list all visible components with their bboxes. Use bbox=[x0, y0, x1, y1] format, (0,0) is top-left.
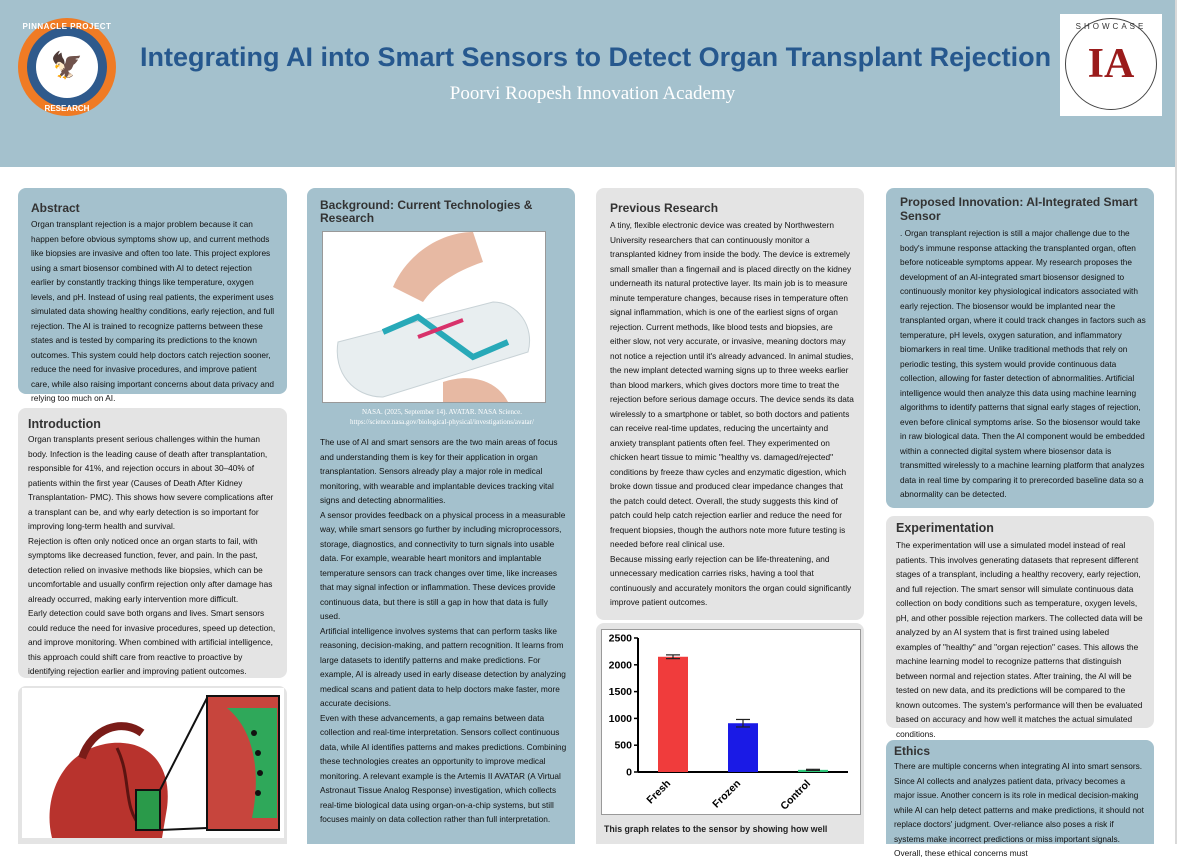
ethics-text: There are multiple concerns when integra… bbox=[894, 761, 1144, 858]
heart-sensor-illustration bbox=[22, 688, 284, 838]
organ-chip-image bbox=[322, 231, 546, 403]
y-tick-label: 1500 bbox=[609, 686, 633, 698]
poster-subtitle: Poorvi Roopesh Innovation Academy bbox=[449, 83, 736, 104]
x-tick-label: Control bbox=[778, 778, 813, 812]
chart-panel: 0 500 1000 1500 2000 2500 Fresh Frozen Control T… bbox=[596, 623, 864, 844]
ia-letters: IA bbox=[1087, 41, 1135, 87]
poster-header: PINNACLE PROJECT 🦅 RESEARCH Integrating … bbox=[0, 0, 1175, 167]
experimentation-title: Experimentation bbox=[896, 521, 994, 535]
y-tick-label: 1000 bbox=[609, 713, 633, 725]
proposed-text: . Organ transplant rejection is still a … bbox=[900, 228, 1146, 499]
previous-research-title: Previous Research bbox=[610, 201, 719, 215]
previous-paragraph: A tiny, flexible electronic device was c… bbox=[610, 220, 854, 549]
y-tick-label: 2000 bbox=[609, 659, 633, 671]
organ-on-chip-photo bbox=[323, 232, 545, 402]
introduction-panel: Introduction Organ transplants present s… bbox=[18, 408, 287, 678]
background-paragraph: A sensor provides feedback on a physical… bbox=[320, 509, 566, 622]
intro-paragraph: Organ transplants present serious challe… bbox=[28, 434, 274, 531]
bar bbox=[658, 656, 688, 772]
bar-chart: 0 500 1000 1500 2000 2500 Fresh Frozen Control bbox=[609, 633, 848, 813]
pinnacle-logo: PINNACLE PROJECT 🦅 RESEARCH bbox=[18, 18, 116, 116]
proposed-innovation-panel: Proposed Innovation: AI-Integrated Smart… bbox=[886, 188, 1154, 508]
background-paragraph: The use of AI and smart sensors are the … bbox=[320, 437, 558, 505]
y-tick-label: 2500 bbox=[609, 633, 633, 645]
y-tick-label: 500 bbox=[614, 740, 632, 752]
intro-paragraph: Early detection could save both organs a… bbox=[28, 608, 276, 676]
proposed-title: Proposed Innovation: AI-Integrated Smart… bbox=[900, 195, 1138, 223]
page-edge bbox=[1175, 0, 1177, 844]
graph-caption: This graph relates to the sensor by show… bbox=[604, 824, 828, 834]
image-citation-url: https://science.nasa.gov/biological-phys… bbox=[350, 418, 534, 426]
background-panel: Background: Current Technologies & Resea… bbox=[307, 188, 575, 844]
phoenix-icon: 🦅 bbox=[50, 50, 84, 80]
bar bbox=[728, 723, 758, 772]
background-paragraph: Artificial intelligence involves systems… bbox=[320, 625, 566, 709]
background-title: Background: Current Technologies & Resea… bbox=[320, 198, 533, 225]
ethics-panel: Ethics There are multiple concerns when … bbox=[886, 740, 1154, 858]
experimentation-panel: Experimentation The experimentation will… bbox=[886, 516, 1154, 739]
intro-paragraph: Rejection is often only noticed once an … bbox=[28, 535, 273, 604]
abstract-panel: Abstract Organ transplant rejection is a… bbox=[18, 188, 287, 403]
ethics-title: Ethics bbox=[894, 744, 931, 758]
previous-paragraph: Because missing early rejection can be l… bbox=[610, 553, 852, 608]
background-paragraph: Even with these advancements, a gap rema… bbox=[320, 712, 567, 825]
poster-title: Integrating AI into Smart Sensors to Det… bbox=[140, 42, 1052, 72]
heart-figure-panel bbox=[18, 686, 287, 844]
experimentation-text: The experimentation will use a simulated… bbox=[896, 540, 1143, 739]
logo-bottom-text: RESEARCH bbox=[44, 104, 90, 113]
abstract-title: Abstract bbox=[31, 201, 80, 215]
introduction-title: Introduction bbox=[28, 417, 101, 431]
logo-top-text: PINNACLE PROJECT bbox=[22, 22, 112, 31]
x-tick-label: Fresh bbox=[644, 778, 673, 807]
showcase-logo: SHOWCASE IA bbox=[1060, 14, 1162, 116]
showcase-text: SHOWCASE bbox=[1075, 22, 1147, 31]
abstract-text: Organ transplant rejection is a major pr… bbox=[31, 219, 275, 403]
previous-research-panel: Previous Research A tiny, flexible elect… bbox=[596, 188, 864, 620]
y-tick-label: 0 bbox=[626, 767, 632, 779]
image-citation: NASA. (2025, September 14). AVATAR. NASA… bbox=[362, 408, 522, 416]
x-tick-label: Frozen bbox=[710, 778, 743, 811]
